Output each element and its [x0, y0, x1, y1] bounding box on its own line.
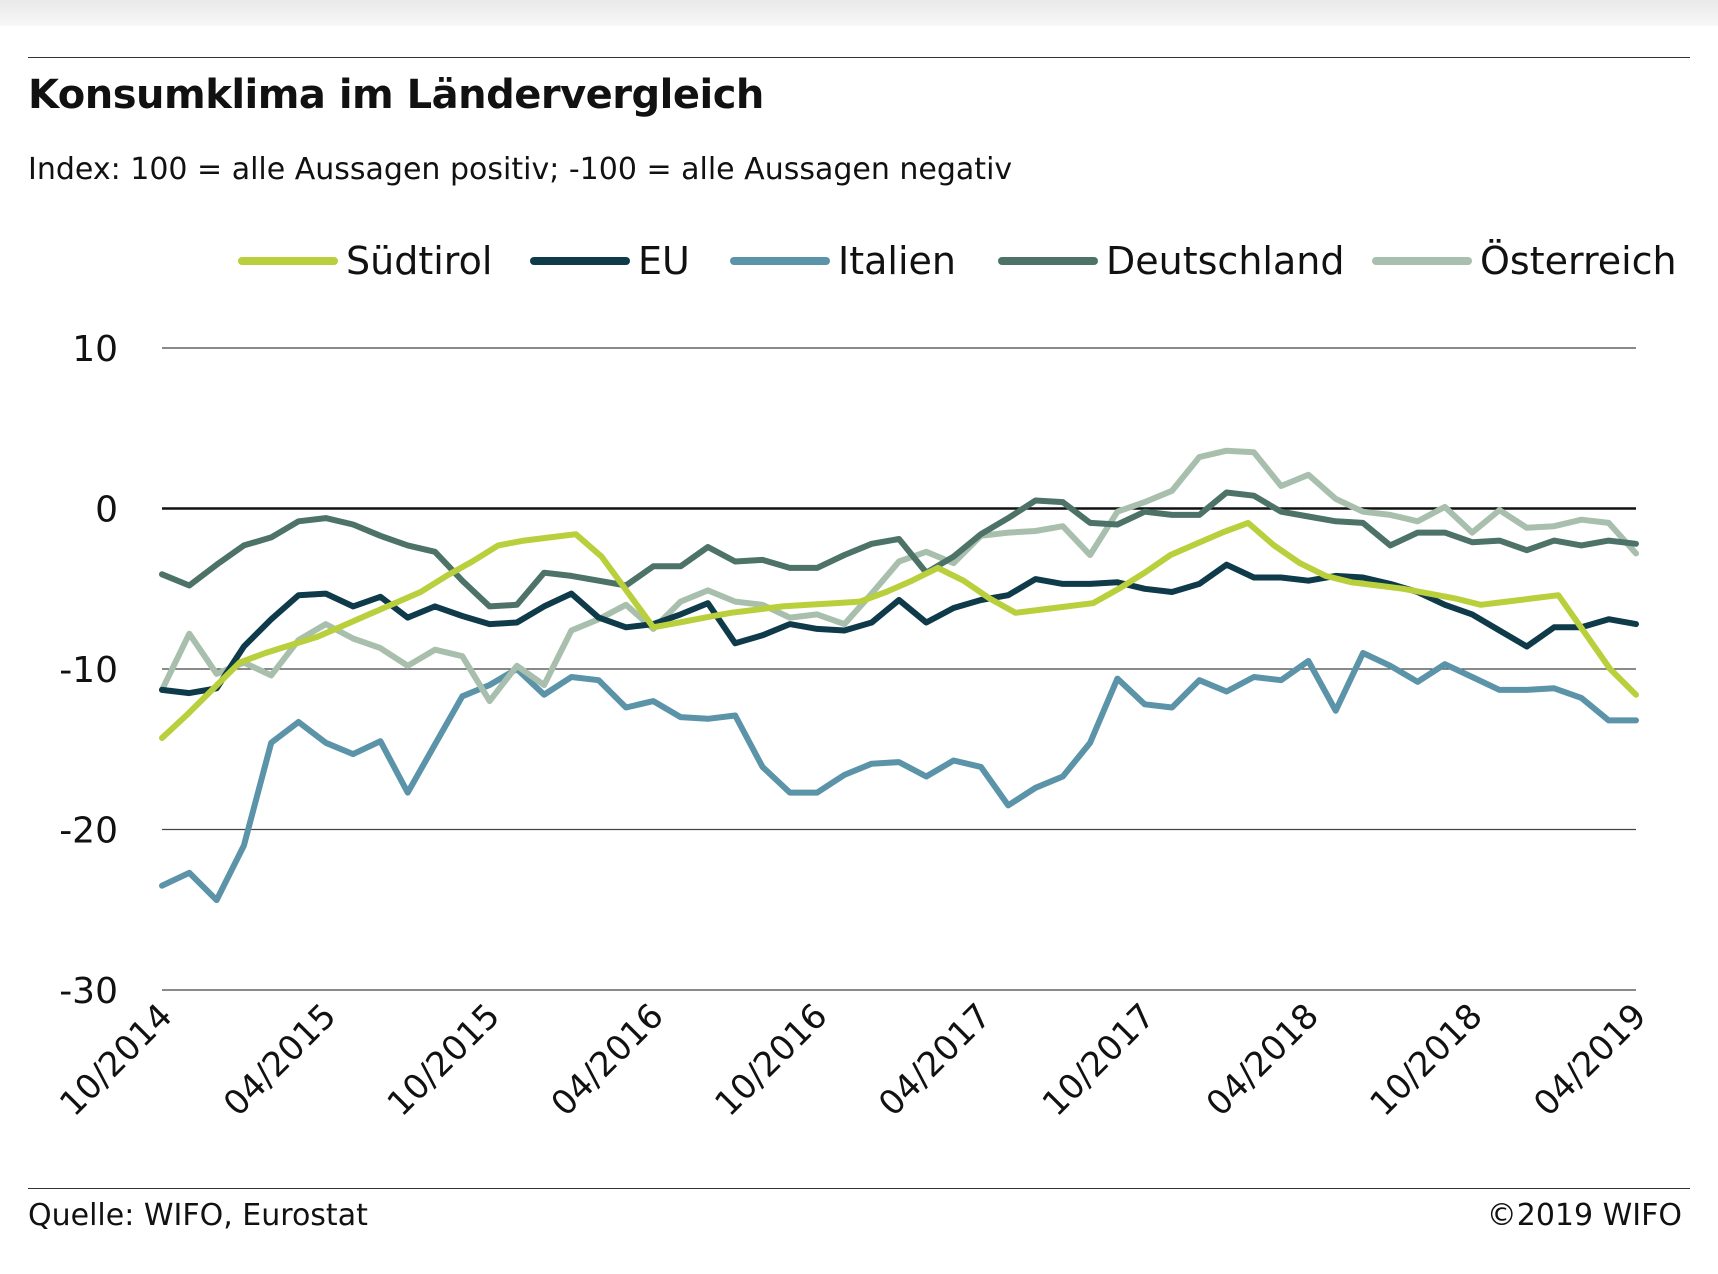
- series-line-sdtirol: [159, 519, 1639, 741]
- top-rule: [28, 57, 1690, 58]
- x-tick-label: 04/2016: [544, 996, 672, 1124]
- x-tick-label: 10/2018: [1362, 996, 1490, 1124]
- y-tick-label: 0: [95, 490, 118, 531]
- legend-swatch-italien: [730, 257, 830, 265]
- x-tick-label: 10/2015: [380, 996, 508, 1124]
- legend-label-eu: EU: [638, 239, 690, 283]
- legend-swatch-suedtirol: [238, 257, 338, 265]
- legend-label-italien: Italien: [838, 239, 956, 283]
- legend-item-eu: EU: [530, 236, 690, 286]
- chart-legend: Südtirol EU Italien Deutschland Österrei…: [0, 236, 1718, 286]
- legend-label-deutschland: Deutschland: [1106, 239, 1345, 283]
- legend-item-oesterreich: Österreich: [1372, 236, 1677, 286]
- series-line-italien: [159, 650, 1639, 904]
- x-tick-label: 04/2015: [216, 996, 344, 1124]
- legend-label-oesterreich: Österreich: [1480, 239, 1677, 283]
- y-tick-label: -20: [59, 811, 118, 852]
- x-tick-label: 10/2017: [1035, 996, 1163, 1124]
- y-tick-label: -30: [59, 971, 118, 1012]
- series-line-deutschland: [159, 489, 1639, 610]
- legend-swatch-deutschland: [998, 257, 1098, 265]
- x-tick-label: 04/2017: [871, 996, 999, 1124]
- source-note: Quelle: WIFO, Eurostat: [28, 1198, 368, 1233]
- x-tick-label: 04/2019: [1526, 996, 1654, 1124]
- copyright-note: ©2019 WIFO: [1486, 1198, 1682, 1233]
- chart-subtitle: Index: 100 = alle Aussagen positiv; -100…: [28, 152, 1013, 187]
- series-line-eu: [159, 561, 1639, 697]
- bottom-rule: [28, 1188, 1690, 1189]
- chart-title: Konsumklima im Ländervergleich: [28, 72, 764, 118]
- top-shadow-bar: [0, 0, 1718, 26]
- legend-item-italien: Italien: [730, 236, 956, 286]
- legend-swatch-oesterreich: [1372, 257, 1472, 265]
- x-tick-label: 04/2018: [1199, 996, 1327, 1124]
- y-tick-label: 10: [72, 329, 118, 370]
- legend-item-deutschland: Deutschland: [998, 236, 1344, 286]
- legend-swatch-eu: [530, 257, 630, 265]
- y-tick-label: -10: [59, 650, 118, 691]
- legend-label-suedtirol: Südtirol: [346, 239, 493, 283]
- x-tick-label: 10/2014: [52, 996, 180, 1124]
- series-line-sterreich: [159, 447, 1639, 705]
- x-tick-label: 10/2016: [707, 996, 835, 1124]
- legend-item-suedtirol: Südtirol: [238, 236, 492, 286]
